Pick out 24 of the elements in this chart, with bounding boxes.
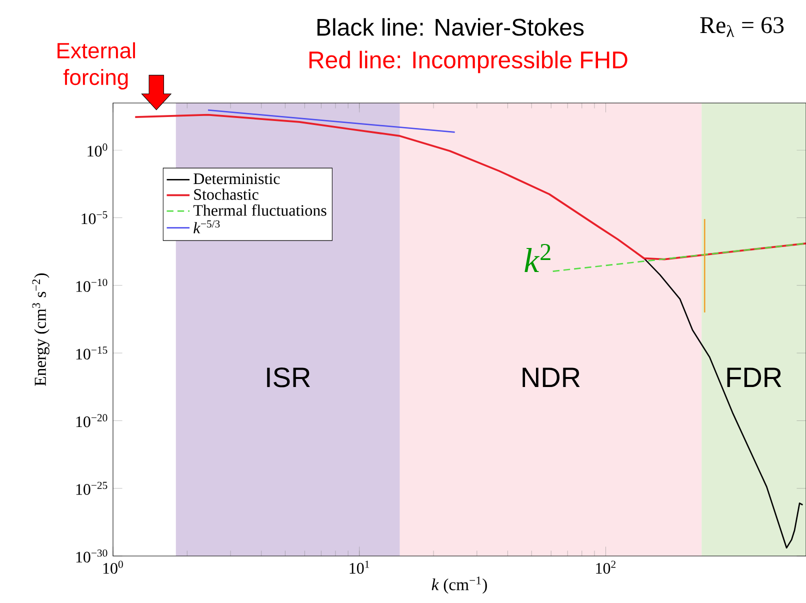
annotation: k$^{2}$ bbox=[524, 244, 550, 272]
y-tick-label: 10$^{−15}$ bbox=[76, 346, 108, 360]
y-tick-label: 10$^{0}$ bbox=[88, 144, 108, 157]
x-tick-label: 10$^{0}$ bbox=[103, 560, 123, 574]
x-tick-label: 10$^{2}$ bbox=[596, 560, 616, 574]
band-label: NDR bbox=[522, 368, 580, 388]
y-tick-label: 10$^{−5}$ bbox=[82, 211, 108, 224]
text: Re$_{λ}$ = 63 bbox=[700, 17, 784, 37]
legend-label: Thermal fluctuations bbox=[193, 204, 326, 216]
band-label: FDR bbox=[727, 368, 782, 388]
y-axis-title: Energy (cm$^{3}$ s$^{−2}$) bbox=[32, 273, 50, 386]
legend-label: Deterministic bbox=[194, 173, 280, 184]
legend-label: Stochastic bbox=[194, 188, 258, 200]
band-label: ISR bbox=[267, 367, 310, 388]
y-tick-label: 10$^{−30}$ bbox=[76, 549, 108, 563]
annotation: External forcing bbox=[58, 42, 135, 90]
y-tick-label: 10$^{−10}$ bbox=[76, 278, 108, 292]
y-tick-label: 10$^{−25}$ bbox=[76, 482, 108, 495]
chart-subtitle: Red line: Incompressible FHD bbox=[309, 50, 628, 74]
y-tick-label: 10$^{−20}$ bbox=[76, 414, 108, 428]
x-axis-title: k (cm$^{−1}$) bbox=[432, 576, 487, 594]
legend-label: k$^{−5/3}$ bbox=[194, 220, 220, 234]
x-tick-label: 10$^{1}$ bbox=[350, 560, 370, 574]
chart-title: Black line: Navier-Stokes bbox=[317, 18, 584, 36]
